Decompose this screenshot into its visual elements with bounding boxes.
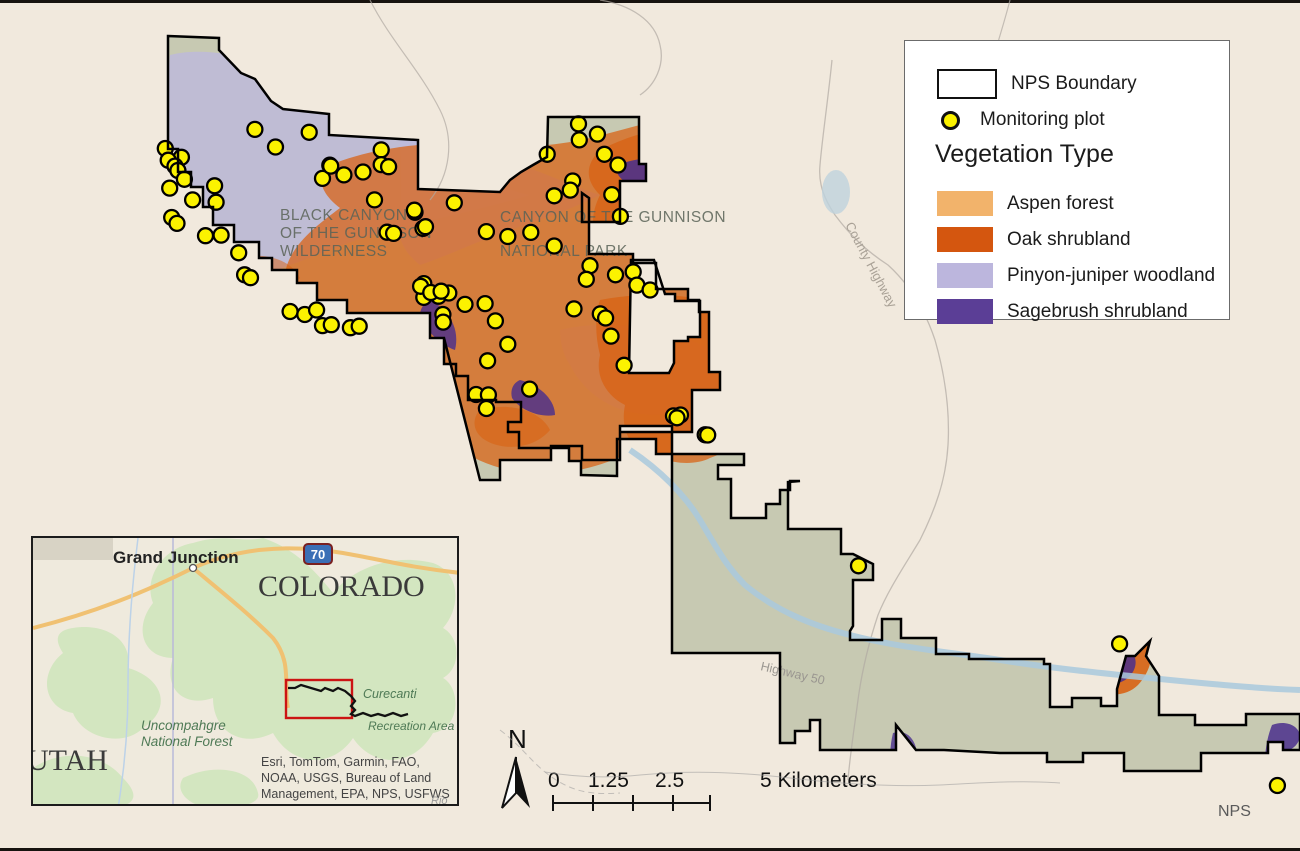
svg-text:NOAA, USGS, Bureau of Land: NOAA, USGS, Bureau of Land — [261, 771, 431, 785]
svg-text:Esri, TomTom, Garmin, FAO,: Esri, TomTom, Garmin, FAO, — [261, 755, 420, 769]
svg-text:70: 70 — [311, 547, 325, 562]
svg-text:Rio: Rio — [431, 795, 448, 806]
svg-text:5 Kilometers: 5 Kilometers — [760, 769, 877, 792]
svg-text:Recreation Area: Recreation Area — [368, 719, 455, 733]
svg-text:OF THE GUNNISON: OF THE GUNNISON — [280, 225, 432, 242]
svg-text:NATIONAL PARK: NATIONAL PARK — [500, 243, 628, 260]
svg-text:COLORADO: COLORADO — [258, 570, 425, 603]
svg-text:Curecanti: Curecanti — [363, 687, 418, 701]
svg-text:WILDERNESS: WILDERNESS — [280, 243, 388, 260]
svg-text:Uncompahgre: Uncompahgre — [141, 718, 226, 733]
svg-text:UTAH: UTAH — [33, 744, 108, 777]
svg-text:Grand Junction: Grand Junction — [113, 548, 239, 567]
svg-text:Management, EPA, NPS, USFWS: Management, EPA, NPS, USFWS — [261, 787, 450, 801]
svg-text:National Forest: National Forest — [141, 734, 234, 749]
svg-text:1.25: 1.25 — [588, 769, 629, 792]
svg-text:BLACK CANYON: BLACK CANYON — [280, 207, 407, 224]
svg-text:NPS: NPS — [1218, 803, 1251, 820]
